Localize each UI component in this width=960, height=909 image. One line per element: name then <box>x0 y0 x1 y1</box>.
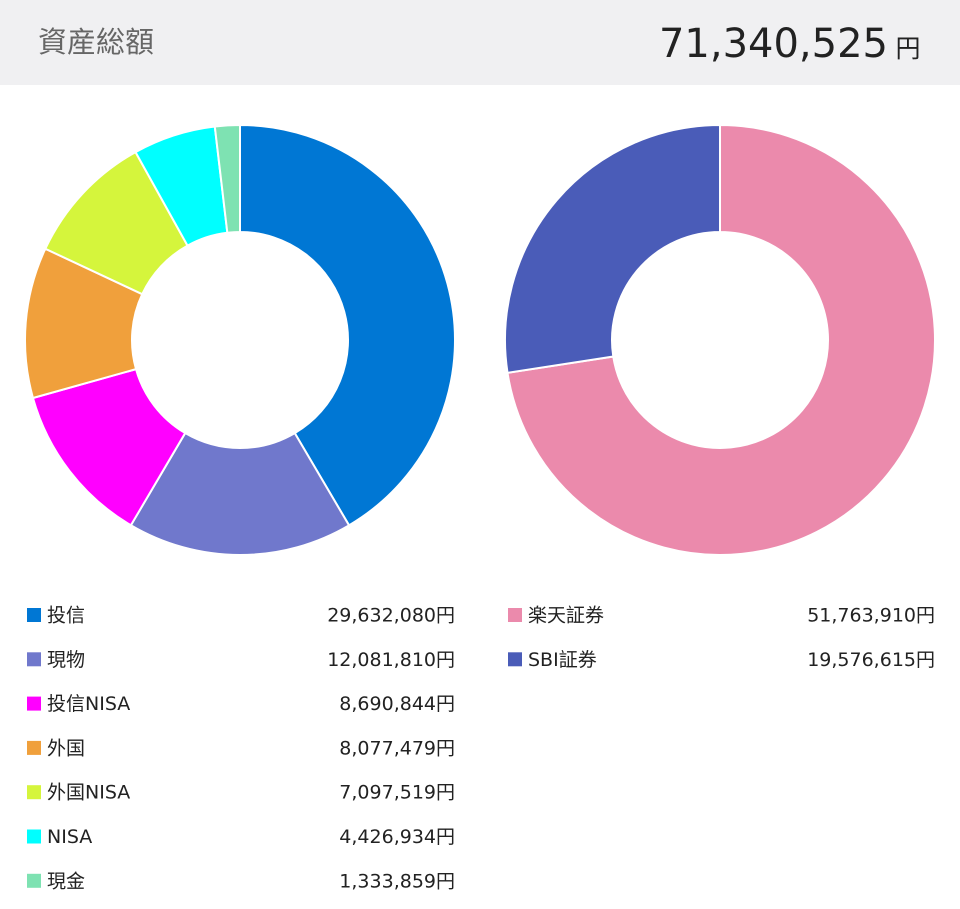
legend-swatch <box>508 608 522 622</box>
legend-value: 8,077,479円 <box>339 737 455 759</box>
legend-value: 12,081,810円 <box>327 649 455 671</box>
legend-swatch <box>27 608 41 622</box>
legend-value: 7,097,519円 <box>339 782 455 804</box>
legend-value: 4,426,934円 <box>339 826 455 848</box>
legend-label: NISA <box>47 826 92 848</box>
donut-slice <box>504 123 721 374</box>
donut-slice <box>239 123 456 527</box>
legend-label: 投信NISA <box>47 693 130 715</box>
legend-label: 現物 <box>47 649 85 671</box>
legend-label: 現金 <box>47 870 85 892</box>
header-total: 71,340,525 <box>659 21 888 67</box>
legend-swatch <box>27 829 41 844</box>
legend-value: 29,632,080円 <box>327 605 455 627</box>
legend-swatch <box>508 652 522 667</box>
legend-swatch <box>27 696 41 711</box>
legend-value: 51,763,910円 <box>807 605 935 627</box>
donut-slice <box>129 431 351 556</box>
header-unit: 円 <box>895 34 920 63</box>
legend-label: 楽天証券 <box>528 605 604 627</box>
donut-slice <box>213 123 241 234</box>
legend-swatch <box>27 785 41 800</box>
legend-label: 外国 <box>47 737 85 759</box>
legend-label: SBI証券 <box>528 649 597 671</box>
legend-label: 投信 <box>47 605 85 627</box>
legend-swatch <box>27 652 41 667</box>
legend-swatch <box>27 873 41 888</box>
header-bar <box>0 0 960 85</box>
legend-label: 外国NISA <box>47 782 130 804</box>
legend-value: 1,333,859円 <box>339 870 455 892</box>
legend-value: 19,576,615円 <box>807 649 935 671</box>
legend-swatch <box>27 740 41 755</box>
header-title: 資産総額 <box>38 25 154 59</box>
donut-slice <box>506 123 936 556</box>
legend-value: 8,690,844円 <box>339 693 455 715</box>
